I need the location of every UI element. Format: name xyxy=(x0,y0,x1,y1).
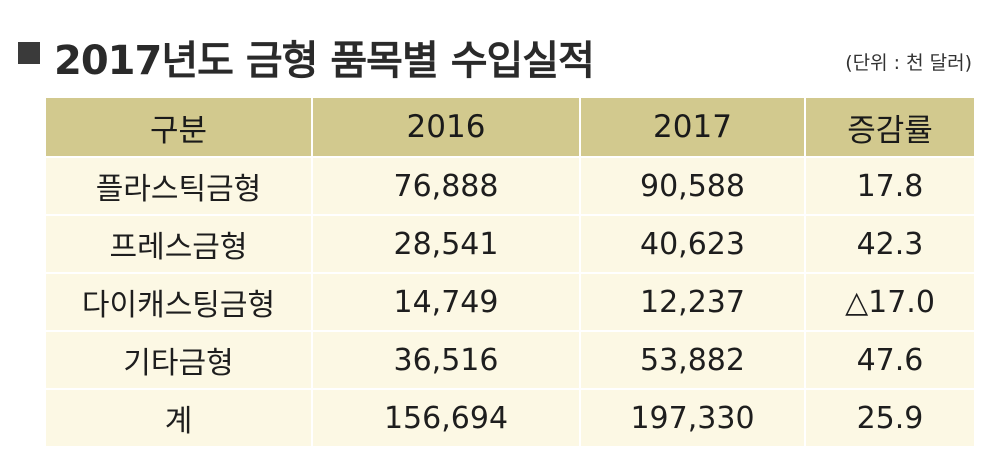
value-change-rate: 25.9 xyxy=(804,388,974,446)
column-header-change-rate: 증감률 xyxy=(804,98,974,158)
square-bullet-icon xyxy=(18,42,40,64)
table-row: 프레스금형 28,541 40,623 42.3 xyxy=(46,214,974,273)
value-change-rate: 17.8 xyxy=(804,156,974,215)
value-2017: 12,237 xyxy=(579,272,805,331)
table-row: 플라스틱금형 76,888 90,588 17.8 xyxy=(46,156,974,215)
value-change-rate: 47.6 xyxy=(804,330,974,389)
column-header-2017: 2017 xyxy=(579,98,805,158)
column-header-category: 구분 xyxy=(46,98,312,158)
column-header-2016: 2016 xyxy=(311,98,580,158)
value-2016: 14,749 xyxy=(311,272,580,331)
unit-label: (단위 : 천 달러) xyxy=(845,52,972,74)
row-label: 플라스틱금형 xyxy=(46,156,312,215)
row-label: 계 xyxy=(46,388,312,446)
page-title: 2017년도 금형 품목별 수입실적 xyxy=(54,38,595,84)
row-label: 기타금형 xyxy=(46,330,312,389)
title-row: 2017년도 금형 품목별 수입실적 (단위 : 천 달러) xyxy=(14,26,986,84)
import-table: 구분 2016 2017 증감률 플라스틱금형 76,888 90,588 17… xyxy=(46,98,974,446)
table-header-row: 구분 2016 2017 증감률 xyxy=(46,98,974,158)
row-label: 프레스금형 xyxy=(46,214,312,273)
row-label: 다이캐스팅금형 xyxy=(46,272,312,331)
table-row-total: 계 156,694 197,330 25.9 xyxy=(46,388,974,446)
value-2016: 28,541 xyxy=(311,214,580,273)
value-2017: 90,588 xyxy=(579,156,805,215)
value-2016: 36,516 xyxy=(311,330,580,389)
table-row: 다이캐스팅금형 14,749 12,237 △17.0 xyxy=(46,272,974,331)
value-2017: 197,330 xyxy=(579,388,805,446)
value-2017: 53,882 xyxy=(579,330,805,389)
value-2016: 156,694 xyxy=(311,388,580,446)
value-change-rate: △17.0 xyxy=(804,272,974,331)
value-change-rate: 42.3 xyxy=(804,214,974,273)
value-2017: 40,623 xyxy=(579,214,805,273)
table-row: 기타금형 36,516 53,882 47.6 xyxy=(46,330,974,389)
value-2016: 76,888 xyxy=(311,156,580,215)
